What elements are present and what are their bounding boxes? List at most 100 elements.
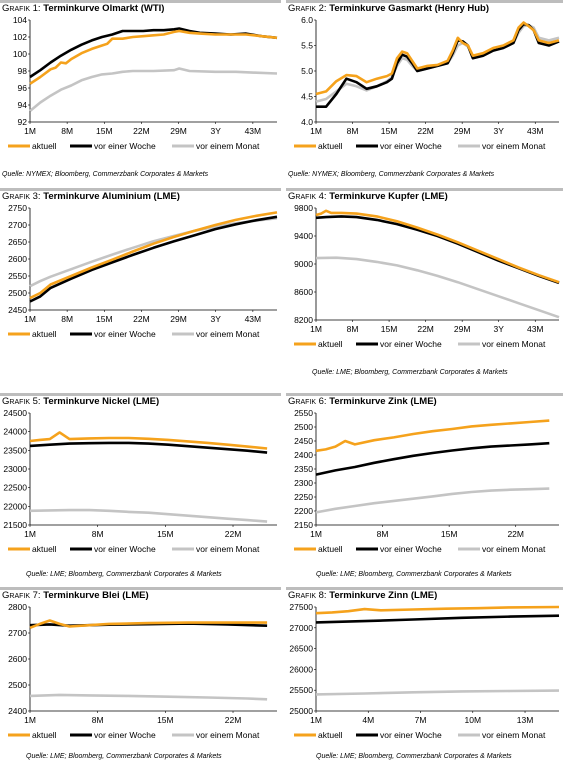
series-line-woche [315,614,560,624]
series-line-aktuell [29,431,268,450]
x-tick-label: 1M [310,324,322,334]
y-tick-label: 8600 [294,287,313,297]
series-line-monat [29,216,278,288]
y-tick-label: 2750 [8,203,27,213]
chart-title: Grafik 5: Terminkurve Nickel (LME) [2,396,160,407]
chart-svg: 21500 22000 22500 23000 23500 24000 24500 1M 8M 1… [3,408,277,554]
legend-label: vor einer Woche [380,141,442,151]
x-tick-label: 8M [347,126,359,136]
panel-header-bar [286,0,563,3]
x-tick-label: 8M [92,715,104,725]
chart-panel-3: Grafik 3: Terminkurve Aluminium (LME) 24… [0,188,281,374]
legend-label: aktuell [318,544,343,554]
y-tick-label: 2400 [294,450,313,460]
x-tick-label: 29M [170,314,187,324]
y-tick-label: 24500 [3,408,27,418]
y-tick-label: 2700 [8,628,27,638]
y-tick-label: 2450 [8,305,27,315]
x-tick-label: 10M [465,715,482,725]
x-tick-label: 3Y [494,126,505,136]
legend-label: vor einem Monat [482,141,546,151]
x-tick-label: 22M [417,126,434,136]
chart-title: Grafik 8: Terminkurve Zinn (LME) [288,590,438,601]
chart-title: Grafik 4: Terminkurve Kupfer (LME) [288,191,448,202]
y-tick-label: 94 [18,100,28,110]
series-line-woche [29,441,268,454]
x-tick-label: 29M [454,324,471,334]
series-line-aktuell [29,619,268,630]
y-tick-label: 5.5 [301,41,313,51]
legend-label: vor einer Woche [94,544,156,554]
x-tick-label: 1M [310,529,322,539]
y-tick-label: 4.0 [301,117,313,127]
y-tick-label: 2450 [294,436,313,446]
y-tick-label: 23000 [3,464,27,474]
series-line-monat [315,256,560,319]
y-tick-label: 27000 [289,623,313,633]
series-line-monat [29,693,268,701]
y-tick-label: 9400 [294,231,313,241]
series-line-aktuell [29,211,278,300]
y-tick-label: 2300 [294,478,313,488]
x-tick-label: 7M [415,715,427,725]
x-tick-label: 8M [92,529,104,539]
panel-header-bar [0,188,281,191]
chart-panel-7: Grafik 7: Terminkurve Blei (LME) 2400 250… [0,587,281,764]
y-tick-label: 9800 [294,203,313,213]
chart-panel-2: Grafik 2: Terminkurve Gasmarkt (Henry Hu… [286,0,563,186]
x-tick-label: 15M [157,529,174,539]
x-tick-label: 8M [61,126,73,136]
x-tick-label: 43M [245,126,262,136]
x-tick-label: 4M [362,715,374,725]
chart-source: Quelle: LME; Bloomberg, Commerzbank Corp… [26,753,222,760]
y-tick-label: 2550 [8,271,27,281]
chart-source: Quelle: LME; Bloomberg, Commerzbank Corp… [26,571,222,578]
x-tick-label: 1M [24,529,36,539]
panel-header-bar [0,587,281,590]
y-tick-label: 6.0 [301,15,313,25]
y-tick-label: 9000 [294,259,313,269]
chart-title: Grafik 6: Terminkurve Zink (LME) [288,396,437,407]
chart-svg: 8200 8600 9000 9400 9800 1M 8M 15M 22M 29M 3Y 43M ak… [294,203,560,349]
legend-label: vor einer Woche [94,141,156,151]
series-line-monat [315,487,550,514]
chart-title: Grafik 7: Terminkurve Blei (LME) [2,590,149,601]
x-tick-label: 15M [96,314,113,324]
y-tick-label: 96 [18,83,28,93]
x-tick-label: 43M [245,314,262,324]
legend-label: aktuell [32,329,57,339]
y-tick-label: 2150 [294,520,313,530]
y-tick-label: 2800 [8,602,27,612]
panel-header-bar [286,587,563,590]
x-tick-label: 3Y [494,324,505,334]
y-tick-label: 8200 [294,315,313,325]
y-tick-label: 25000 [289,706,313,716]
x-tick-label: 22M [507,529,524,539]
legend-label: vor einer Woche [380,544,442,554]
chart-panel-1: Grafik 1: Terminkurve Olmarkt (WTI) 92 94… [0,0,281,186]
y-tick-label: 2400 [8,706,27,716]
y-tick-label: 2550 [294,408,313,418]
x-tick-label: 1M [24,314,36,324]
legend-label: aktuell [32,141,57,151]
x-tick-label: 29M [454,126,471,136]
y-tick-label: 21500 [3,520,27,530]
x-tick-label: 8M [377,529,389,539]
x-tick-label: 22M [225,529,242,539]
chart-title: Grafik 2: Terminkurve Gasmarkt (Henry Hu… [288,3,490,14]
series-line-monat [29,67,278,113]
legend-label: vor einem Monat [196,141,260,151]
x-tick-label: 15M [157,715,174,725]
x-tick-label: 3Y [211,314,222,324]
legend-label: vor einer Woche [380,730,442,740]
x-tick-label: 1M [310,715,322,725]
chart-source: Quelle: LME; Bloomberg, Commerzbank Corp… [316,753,512,760]
y-tick-label: 2350 [294,464,313,474]
legend-label: aktuell [318,141,343,151]
y-tick-label: 100 [13,49,27,59]
x-tick-label: 43M [527,126,544,136]
panel-header-bar [0,393,281,396]
x-tick-label: 29M [170,126,187,136]
x-tick-label: 22M [417,324,434,334]
x-tick-label: 22M [133,314,150,324]
